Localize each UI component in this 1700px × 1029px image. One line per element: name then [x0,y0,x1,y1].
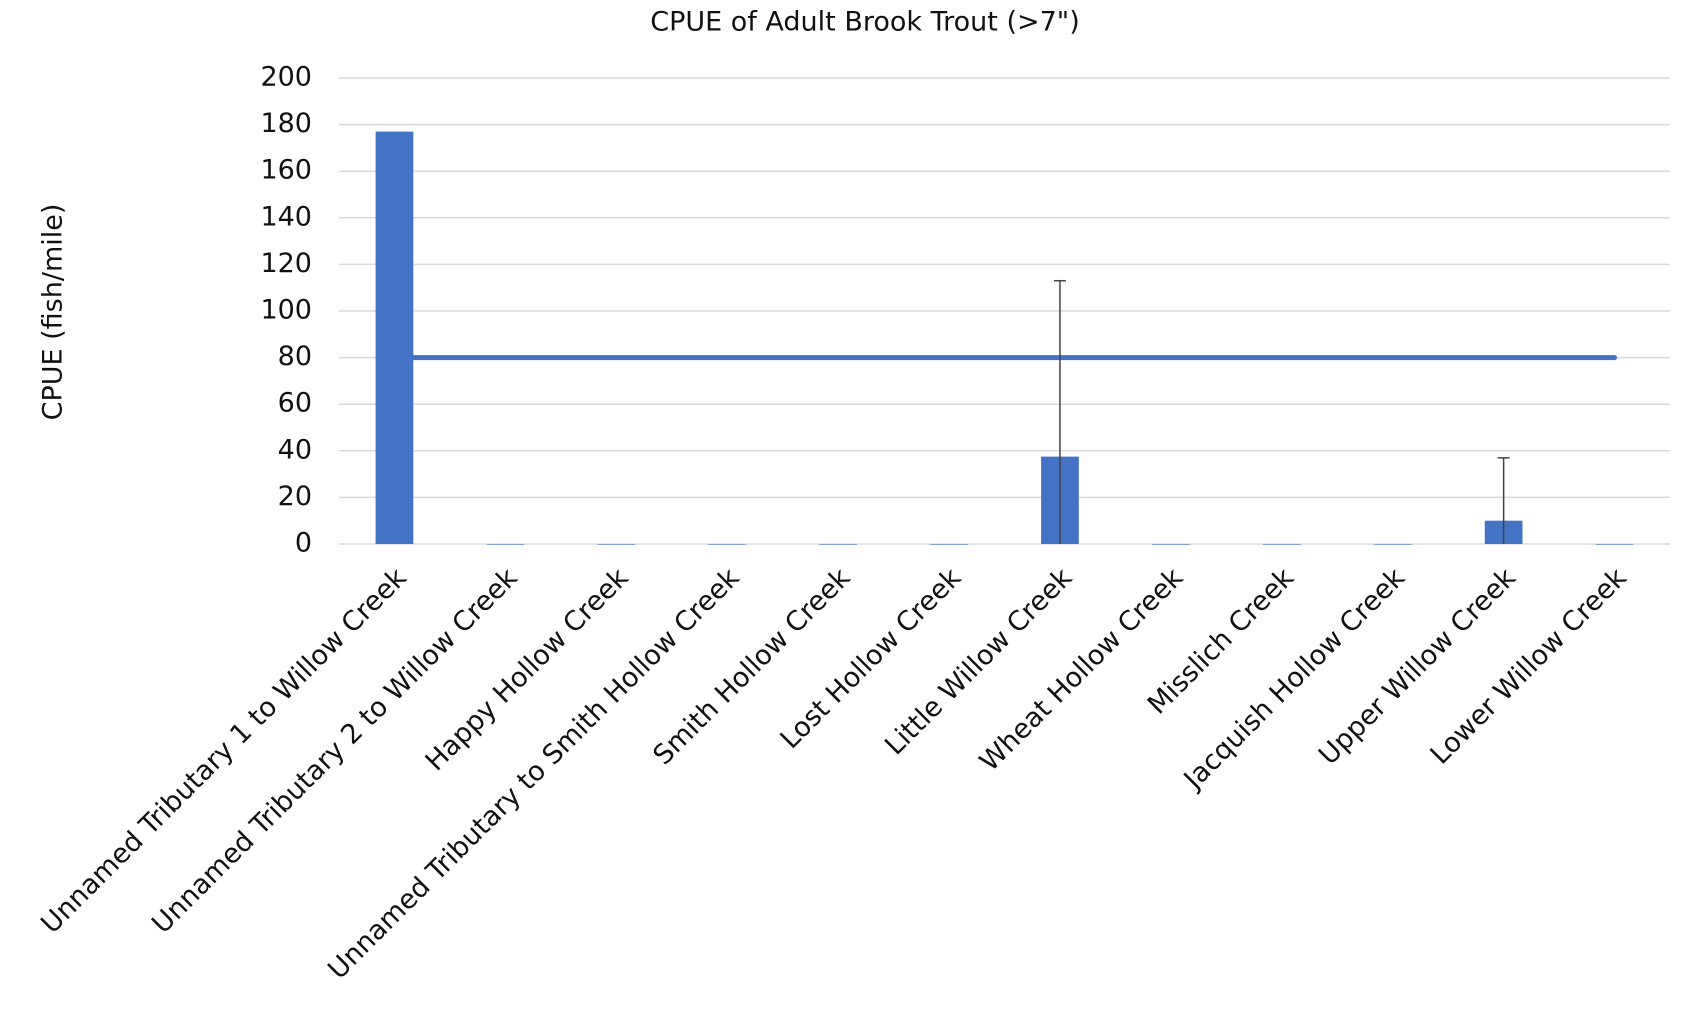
y-tick-label: 180 [260,108,312,139]
x-tick-label: Unnamed Tributary to Smith Hollow Creek [322,562,745,985]
y-tick-label: 20 [278,481,312,512]
x-tick-label: Smith Hollow Creek [647,562,856,771]
y-tick-label: 0 [295,528,312,559]
x-tick-label: Little Willow Creek [879,562,1078,761]
bar [819,544,857,545]
y-tick-label: 200 [260,62,312,93]
x-tick-label: Wheat Hollow Creek [974,562,1189,777]
bar [708,544,747,545]
x-tick-label: Lower Willow Creek [1425,562,1633,770]
x-tick-label: Happy Hollow Creek [420,562,635,777]
y-tick-label: 160 [260,155,312,186]
y-tick-label: 100 [260,295,312,326]
bar [1595,544,1634,545]
y-tick-label: 60 [278,388,312,419]
y-tick-label: 40 [278,434,312,465]
bar [1373,544,1412,545]
y-tick-label: 140 [260,201,312,232]
y-tick-label: 120 [260,248,312,279]
bar [930,544,968,545]
bar [375,131,414,544]
x-tick-label: Upper Willow Creek [1313,562,1522,771]
y-tick-label: 80 [278,341,312,372]
x-tick-label: Lost Hollow Creek [775,562,968,755]
bar [597,544,636,545]
bar [1152,544,1190,545]
chart-title: CPUE of Adult Brook Trout (>7") [650,7,1079,38]
bar [486,544,525,545]
y-axis-label: CPUE (fish/mile) [38,204,69,421]
bar [1262,544,1301,545]
x-tick-label: Jacquish Hollow Creek [1177,562,1411,796]
